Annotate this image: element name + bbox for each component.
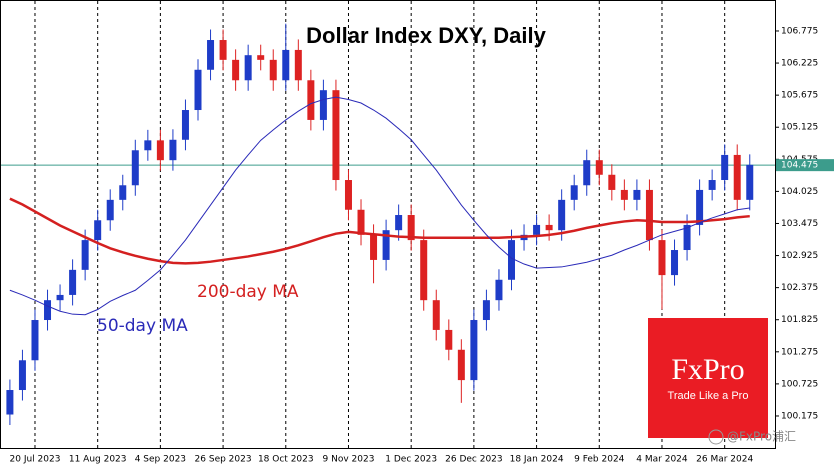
candle-body [294,49,302,81]
candle-body [407,215,415,241]
candle-body [131,150,139,186]
x-tick-label: 9 Feb 2024 [574,455,625,465]
y-tick-label: 101.825 [781,315,818,325]
candle-body [307,80,315,120]
candle-body [595,160,603,175]
candle-body [344,180,352,210]
y-tick-label: 105.125 [781,123,818,133]
candle-body [721,154,729,181]
candle-body [18,360,26,391]
candle-body [445,329,453,350]
y-tick-label: 102.925 [781,251,818,261]
x-tick-label: 9 Nov 2023 [323,455,375,465]
x-tick-label: 26 Mar 2024 [696,455,753,465]
candle-body [106,199,114,221]
y-tick-label: 101.275 [781,347,818,357]
price-label: 104.475 [781,161,818,171]
candle-body [658,240,666,276]
candle-body [457,349,465,381]
candle-body [269,59,277,81]
watermark-icon [708,429,724,445]
x-tick-label: 20 Jul 2023 [10,455,61,465]
candle-body [31,320,39,361]
x-tick-label: 26 Dec 2023 [445,455,503,465]
ma200-label: 200-day MA [197,282,299,302]
candle-body [232,59,240,81]
candle-body [382,230,390,260]
candle-body [219,40,227,60]
logo-name: FxPro [671,353,744,386]
candle-body [6,390,14,415]
candle-body [558,199,566,231]
y-tick-label: 100.175 [781,411,818,421]
x-tick-label: 1 Dec 2023 [385,455,437,465]
candle-body [181,110,189,140]
candle-body [570,185,578,200]
candle-body [69,269,77,295]
x-tick-label: 4 Mar 2024 [636,455,688,465]
candle-body [244,55,252,81]
y-tick-label: 100.725 [781,379,818,389]
moving-average-line [9,96,750,316]
candle-body [482,300,490,321]
candle-body [370,234,378,260]
candle-body [44,300,52,321]
candle-body [633,189,641,200]
candle-body [708,180,716,190]
candle-body [671,250,679,276]
logo-tagline: Trade Like a Pro [668,390,749,402]
candle-body [696,189,704,225]
candle-body [144,140,152,151]
candle-body [420,240,428,301]
candle-body [332,90,340,181]
watermark: @FxPro浦汇 [727,430,796,444]
candle-body [645,189,653,241]
chart-title: Dollar Index DXY, Daily [306,23,546,48]
x-tick-label: 18 Jan 2024 [510,455,564,465]
logo: FxPro Trade Like a Pro [648,318,768,438]
candle-body [583,160,591,186]
candle-body [432,300,440,330]
candle-body [733,154,741,200]
candle-body [257,55,265,60]
x-tick-label: 11 Aug 2023 [69,455,127,465]
candle-body [470,320,478,381]
candle-body [194,69,202,111]
candle-body [545,224,553,231]
candle-body [746,164,754,200]
y-tick-label: 105.675 [781,91,818,101]
candle-body [319,90,327,120]
candle-body [395,215,403,231]
moving-average-line [9,197,750,265]
candle-body [94,220,102,241]
candle-body [683,224,691,251]
candle-body [119,185,127,200]
y-tick-label: 103.475 [781,219,818,229]
y-tick-label: 102.375 [781,283,818,293]
candle-body [207,40,215,70]
candle-body [508,240,515,280]
candle-body [357,209,365,235]
candle-body [282,49,290,81]
candle-body [156,140,164,161]
y-tick-label: 106.225 [781,59,818,69]
x-tick-label: 26 Sep 2023 [195,455,252,465]
ma50-label: 50-day MA [97,316,188,336]
candle-body [533,224,541,235]
logo-box [648,318,768,438]
candle-body [56,294,64,301]
candle-body [608,174,616,190]
price-label-bg [776,159,834,172]
candle-body [495,279,503,301]
x-tick-label: 18 Oct 2023 [258,455,314,465]
x-tick-label: 4 Sep 2023 [135,455,186,465]
candle-body [620,189,628,200]
candle-body [81,240,89,270]
candle-body [169,139,177,161]
y-tick-label: 106.775 [781,26,818,36]
y-tick-label: 104.025 [781,187,818,197]
